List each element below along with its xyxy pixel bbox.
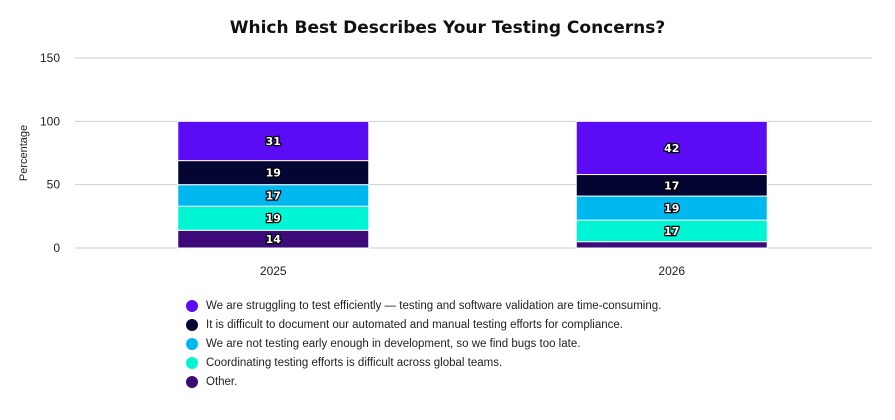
x-tick-label: 2026	[658, 264, 685, 278]
legend-item: We are not testing early enough in devel…	[186, 334, 661, 353]
data-label: 17	[664, 225, 679, 238]
y-tick-label: 100	[40, 114, 60, 128]
bars: 14 19 17 19 31 17 19 17 42	[177, 120, 768, 249]
y-tick-label: 0	[53, 241, 60, 255]
legend-label: It is difficult to document our automate…	[206, 318, 623, 331]
x-tick-label: 2025	[260, 264, 287, 278]
bar-segment	[575, 241, 768, 249]
data-label: 19	[266, 212, 281, 225]
legend-swatch	[186, 318, 198, 331]
legend-item: We are struggling to test efficiently — …	[186, 296, 661, 315]
data-label: 17	[266, 189, 281, 202]
chart-title: Which Best Describes Your Testing Concer…	[229, 18, 666, 38]
legend-swatch	[186, 299, 198, 312]
y-axis-ticks: 0 50 100 150	[40, 51, 60, 255]
y-axis-label: Percentage	[18, 125, 30, 181]
legend-item: Other.	[186, 372, 661, 391]
data-label: 19	[266, 167, 281, 180]
legend-label: Coordinating testing efforts is difficul…	[206, 356, 503, 369]
data-label: 17	[664, 179, 679, 192]
legend-item: Coordinating testing efforts is difficul…	[186, 353, 661, 372]
y-tick-label: 50	[47, 178, 61, 192]
bar-segment	[177, 160, 370, 186]
y-tick-label: 150	[40, 51, 60, 65]
legend-swatch	[186, 337, 198, 350]
legend-label: We are not testing early enough in devel…	[206, 337, 581, 350]
bar-segment	[177, 120, 370, 162]
x-axis-ticks: 2025 2026	[260, 264, 686, 278]
data-label: 19	[664, 202, 679, 215]
bar-segment	[575, 120, 768, 176]
legend-label: We are struggling to test efficiently — …	[206, 299, 662, 312]
data-label: 14	[266, 233, 282, 246]
legend-label: Other.	[206, 375, 238, 388]
legend-item: It is difficult to document our automate…	[186, 315, 661, 334]
data-label: 42	[664, 142, 679, 155]
data-label: 31	[266, 135, 281, 148]
legend: We are struggling to test efficiently — …	[186, 296, 661, 391]
legend-swatch	[186, 356, 198, 369]
legend-swatch	[186, 375, 198, 388]
